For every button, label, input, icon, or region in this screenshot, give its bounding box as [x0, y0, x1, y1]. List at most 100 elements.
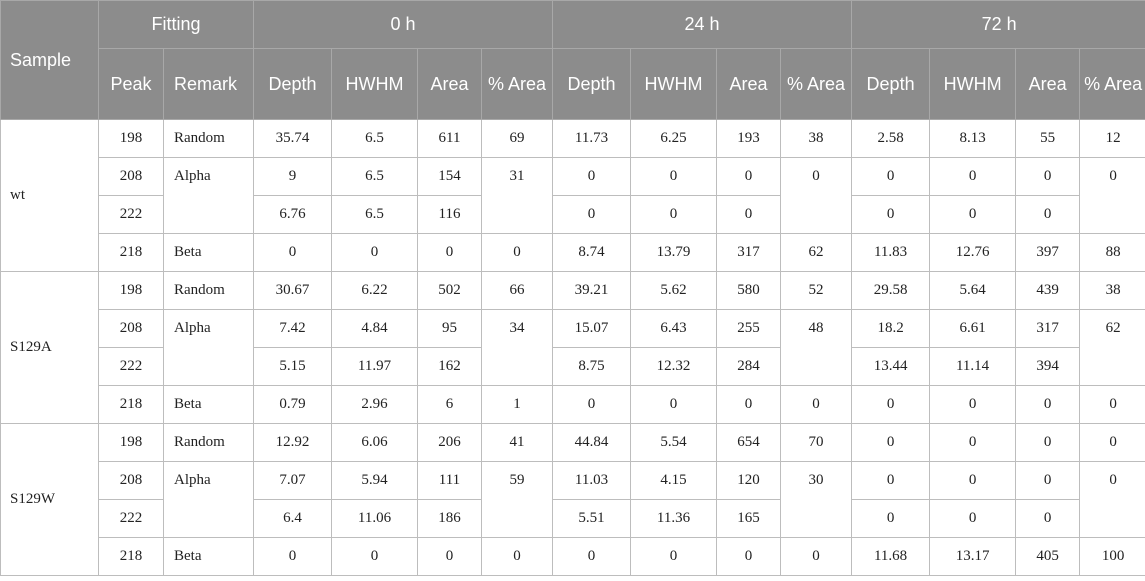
value-cell: 0: [331, 537, 418, 576]
value-cell: 35.74: [253, 119, 332, 158]
header-hwhm-0h: HWHM: [331, 48, 418, 120]
value-cell: 13.17: [929, 537, 1017, 576]
value-cell: 0: [1015, 195, 1081, 234]
percent-area-cell: 0: [780, 537, 853, 576]
value-cell: 0: [630, 157, 718, 196]
table-row: 208 Alpha 7.07 5.94 111 59 11.03 4.15 120 30 0 0 0 0: [1, 461, 1145, 538]
percent-area-cell: 1: [480, 385, 554, 424]
value-cell: 18.2: [851, 309, 931, 348]
value-cell: 154: [417, 157, 482, 196]
value-cell: 0: [630, 537, 718, 576]
value-cell: 5.94: [331, 461, 418, 500]
value-cell: 0: [716, 385, 782, 424]
value-cell: 611: [417, 119, 482, 158]
value-cell: 0: [417, 537, 482, 576]
value-cell: 11.83: [851, 233, 931, 272]
remark-cell: Random: [163, 119, 254, 158]
header-depth-0h: Depth: [253, 48, 332, 120]
percent-area-cell: 0: [1079, 157, 1145, 234]
value-cell: 0: [552, 157, 632, 196]
percent-area-cell: 66: [480, 271, 554, 310]
value-cell: 0: [1015, 423, 1081, 462]
value-cell: 8.75: [552, 347, 632, 386]
value-cell: 0: [929, 461, 1017, 500]
table-row: 222 6.4 11.06 186 5.51 11.36 165 0 0 0: [1, 499, 1145, 538]
header-percent-area-0h: % Area: [480, 48, 554, 120]
value-cell: 29.58: [851, 271, 931, 310]
value-cell: 0: [851, 423, 931, 462]
value-cell: 0.79: [253, 385, 332, 424]
header-percent-area-72h: % Area: [1079, 48, 1145, 120]
value-cell: 5.15: [253, 347, 332, 386]
value-cell: 0: [630, 195, 718, 234]
header-percent-area-24h: % Area: [780, 48, 853, 120]
header-peak: Peak: [98, 48, 164, 120]
value-cell: 6.22: [331, 271, 418, 310]
peak-cell: 198: [98, 423, 164, 462]
value-cell: 317: [1015, 309, 1081, 348]
value-cell: 0: [331, 233, 418, 272]
value-cell: 0: [929, 195, 1017, 234]
table-row: 208 Alpha 7.42 4.84 95 34 15.07 6.43 255 48 18.2 6.…: [1, 309, 1145, 386]
value-cell: 5.51: [552, 499, 632, 538]
value-cell: 255: [716, 309, 782, 348]
value-cell: 193: [716, 119, 782, 158]
value-cell: 6.5: [331, 157, 418, 196]
peak-cell: 222: [98, 195, 164, 234]
value-cell: 0: [253, 537, 332, 576]
header-hwhm-72h: HWHM: [929, 48, 1017, 120]
percent-area-cell: 41: [480, 423, 554, 462]
peak-cell: 222: [98, 347, 164, 386]
percent-area-cell: 52: [780, 271, 853, 310]
remark-cell: Alpha: [163, 309, 254, 386]
value-cell: 502: [417, 271, 482, 310]
percent-area-cell: 12: [1079, 119, 1145, 158]
value-cell: 116: [417, 195, 482, 234]
value-cell: 6.61: [929, 309, 1017, 348]
value-cell: 405: [1015, 537, 1081, 576]
peak-cell: 208: [98, 157, 164, 196]
percent-area-cell: 69: [480, 119, 554, 158]
percent-area-cell: 0: [1079, 385, 1145, 424]
value-cell: 397: [1015, 233, 1081, 272]
value-cell: 39.21: [552, 271, 632, 310]
table-row: 218 Beta 0 0 0 0 0 0 0 0 11.68 13.17 405 100: [1, 537, 1145, 576]
percent-area-cell: 34: [480, 309, 554, 386]
peak-cell: 222: [98, 499, 164, 538]
percent-area-cell: 70: [780, 423, 853, 462]
value-cell: 6.76: [253, 195, 332, 234]
value-cell: 6.25: [630, 119, 718, 158]
value-cell: 0: [716, 157, 782, 196]
value-cell: 206: [417, 423, 482, 462]
value-cell: 0: [929, 157, 1017, 196]
peak-cell: 208: [98, 461, 164, 500]
value-cell: 4.84: [331, 309, 418, 348]
remark-cell: Alpha: [163, 461, 254, 538]
value-cell: 0: [253, 233, 332, 272]
percent-area-cell: 0: [480, 233, 554, 272]
value-cell: 654: [716, 423, 782, 462]
peak-cell: 208: [98, 309, 164, 348]
peak-cell: 218: [98, 385, 164, 424]
value-cell: 284: [716, 347, 782, 386]
value-cell: 580: [716, 271, 782, 310]
value-cell: 2.96: [331, 385, 418, 424]
percent-area-cell: 88: [1079, 233, 1145, 272]
header-depth-72h: Depth: [851, 48, 931, 120]
sample-name: S129A: [0, 271, 99, 424]
percent-area-cell: 38: [1079, 271, 1145, 310]
value-cell: 11.14: [929, 347, 1017, 386]
value-cell: 6.5: [331, 119, 418, 158]
percent-area-cell: 48: [780, 309, 853, 386]
header-fitting: Fitting: [98, 0, 254, 49]
value-cell: 11.03: [552, 461, 632, 500]
value-cell: 0: [851, 385, 931, 424]
value-cell: 11.36: [630, 499, 718, 538]
value-cell: 317: [716, 233, 782, 272]
table-row: 218 Beta 0.79 2.96 6 1 0 0 0 0 0 0 0 0: [1, 385, 1145, 424]
value-cell: 13.44: [851, 347, 931, 386]
header-area-0h: Area: [417, 48, 482, 120]
value-cell: 55: [1015, 119, 1081, 158]
value-cell: 0: [716, 537, 782, 576]
